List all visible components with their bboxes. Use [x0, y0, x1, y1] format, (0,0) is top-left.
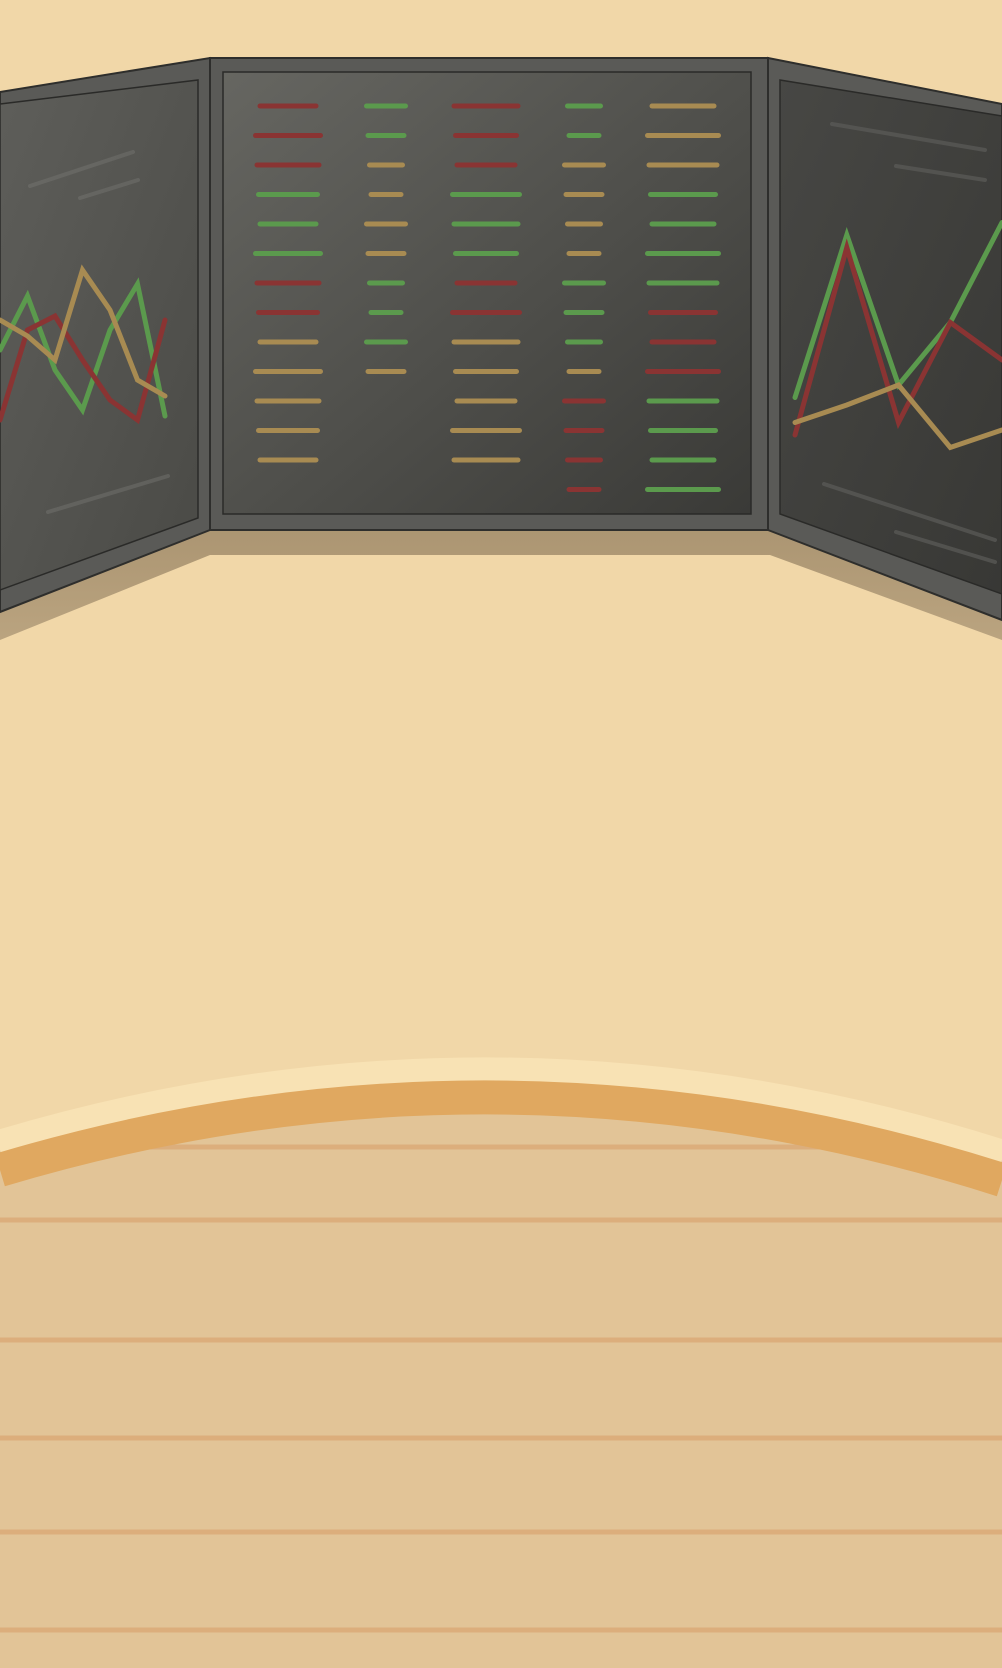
ticker-board: [253, 103, 721, 492]
chart-series-line: [0, 312, 168, 425]
desk: [0, 1057, 1002, 1668]
center-monitor: [209, 57, 769, 531]
right-monitor: [767, 56, 1002, 622]
chart-series-line: [0, 277, 168, 419]
left-monitor: [0, 56, 211, 614]
left-monitor-chart: [0, 264, 168, 425]
chart-series-line: [0, 264, 168, 399]
right-monitor-chart: [792, 220, 1002, 451]
monitor-shadow: [0, 530, 1002, 640]
chart-series-line: [792, 382, 1002, 451]
chart-series-line: [792, 238, 1002, 438]
